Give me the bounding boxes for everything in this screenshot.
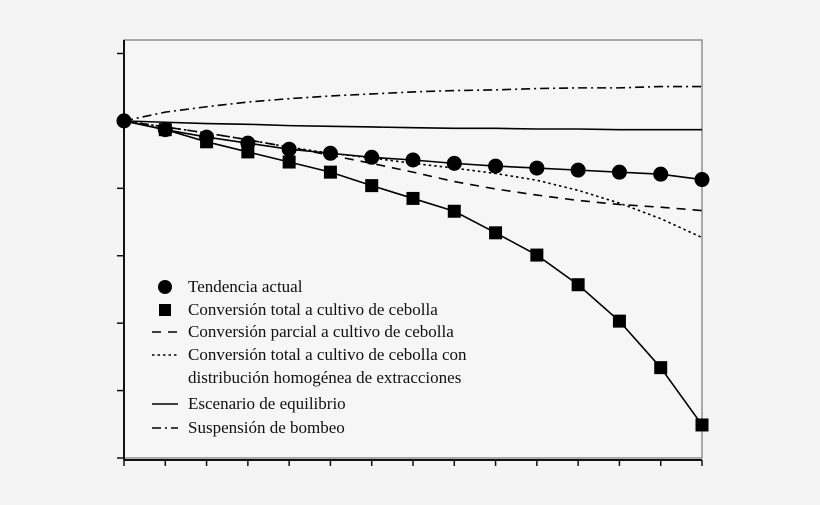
legend-item-4: Conversión total a cultivo de cebolla co… (152, 345, 467, 387)
series-1 (116, 113, 710, 188)
legend-square-icon (159, 304, 171, 316)
data-point-circle (694, 172, 710, 188)
data-point-circle (199, 129, 215, 145)
data-point-circle (116, 113, 132, 129)
legend-label: Escenario de equilibrio (188, 394, 346, 413)
data-point-circle (488, 158, 504, 174)
data-point-circle (157, 122, 173, 138)
data-point-circle (364, 149, 380, 165)
plot-area (123, 39, 703, 459)
data-point-square (282, 155, 296, 169)
legend-item-2: Conversión total a cultivo de cebolla (159, 300, 438, 319)
legend-label: Conversión total a cultivo de cebolla co… (188, 345, 467, 364)
data-point-square (654, 361, 668, 375)
series-line (123, 120, 703, 212)
data-point-square (695, 418, 709, 432)
data-point-circle (405, 152, 421, 168)
data-point-square (612, 314, 626, 328)
legend-label: Conversión total a cultivo de cebolla (188, 300, 438, 319)
data-point-square (447, 204, 461, 218)
legend-circle-icon (158, 280, 172, 294)
data-point-circle (611, 164, 627, 180)
legend-label: Suspensión de bombeo (188, 418, 345, 437)
legend-label: distribución homogénea de extracciones (188, 368, 461, 387)
legend-item-3: Conversión parcial a cultivo de cebolla (152, 322, 454, 341)
legend-label: Conversión parcial a cultivo de cebolla (188, 322, 454, 341)
data-point-circle (240, 135, 256, 151)
legend-item-6: Suspensión de bombeo (152, 418, 345, 437)
series-line (123, 120, 702, 131)
data-point-square (406, 191, 420, 205)
data-point-square (365, 179, 379, 193)
data-point-square (323, 165, 337, 179)
data-point-circle (529, 160, 545, 176)
data-point-circle (322, 145, 338, 161)
legend-item-1: Tendencia actual (158, 277, 303, 296)
legend-item-5: Escenario de equilibrio (152, 394, 346, 413)
data-point-circle (570, 162, 586, 178)
data-point-square (571, 278, 585, 292)
data-point-square (489, 226, 503, 240)
series-group (116, 85, 710, 432)
data-point-circle (446, 155, 462, 171)
legend-label: Tendencia actual (188, 277, 303, 296)
data-point-square (530, 248, 544, 262)
plot-frame (117, 39, 703, 466)
series-3 (123, 120, 703, 212)
series-5 (123, 120, 702, 131)
series-6 (123, 85, 702, 122)
data-point-circle (281, 141, 297, 157)
series-line (123, 85, 702, 122)
legend: Tendencia actual Conversión total a culti… (152, 277, 467, 437)
data-point-circle (653, 166, 669, 182)
